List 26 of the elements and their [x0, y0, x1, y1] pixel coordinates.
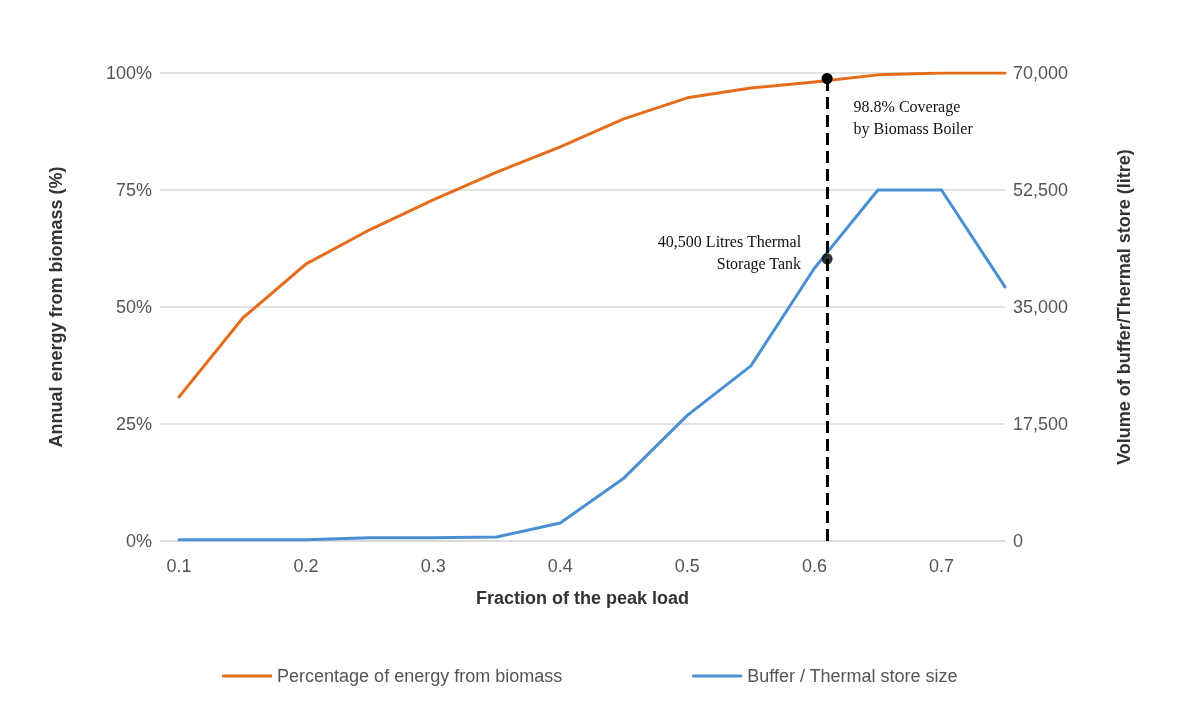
- y2-tick-label: 52,500: [1013, 180, 1069, 200]
- annotation: 40,500 Litres Thermal Storage Tank: [657, 233, 802, 274]
- x-tick-label: 0.6: [801, 556, 827, 576]
- y-tick-label: 75%: [115, 180, 152, 200]
- y-tick-label: 100%: [105, 63, 152, 83]
- x-tick-label: 0.5: [674, 556, 700, 576]
- x-tick-label: 0.2: [293, 556, 319, 576]
- y-tick-label: 25%: [115, 414, 152, 434]
- x-tick-label: 0.4: [547, 556, 573, 576]
- y2-axis-title: Volume of buffer/Thermal store (litre): [1114, 149, 1134, 465]
- y-tick-label: 50%: [115, 297, 152, 317]
- legend-label: Buffer / Thermal store size: [747, 666, 958, 686]
- x-axis-title: Fraction of the peak load: [475, 588, 690, 608]
- y-tick-label: 0%: [125, 531, 152, 551]
- legend-label: Percentage of energy from biomass: [277, 666, 563, 686]
- y2-tick-label: 17,500: [1013, 414, 1069, 434]
- x-tick-label: 0.1: [166, 556, 192, 576]
- y2-tick-label: 70,000: [1013, 63, 1069, 83]
- y2-tick-label: 0: [1013, 531, 1024, 551]
- line-series: [177, 188, 1007, 542]
- y-axis-title: Annual energy from biomass (%): [46, 166, 66, 448]
- x-tick-label: 0.7: [928, 556, 954, 576]
- x-tick-label: 0.3: [420, 556, 446, 576]
- line-series: [177, 71, 1007, 399]
- annotation: 98.8% Coverage by Biomass Boiler: [853, 97, 974, 138]
- y2-tick-label: 35,000: [1013, 297, 1069, 317]
